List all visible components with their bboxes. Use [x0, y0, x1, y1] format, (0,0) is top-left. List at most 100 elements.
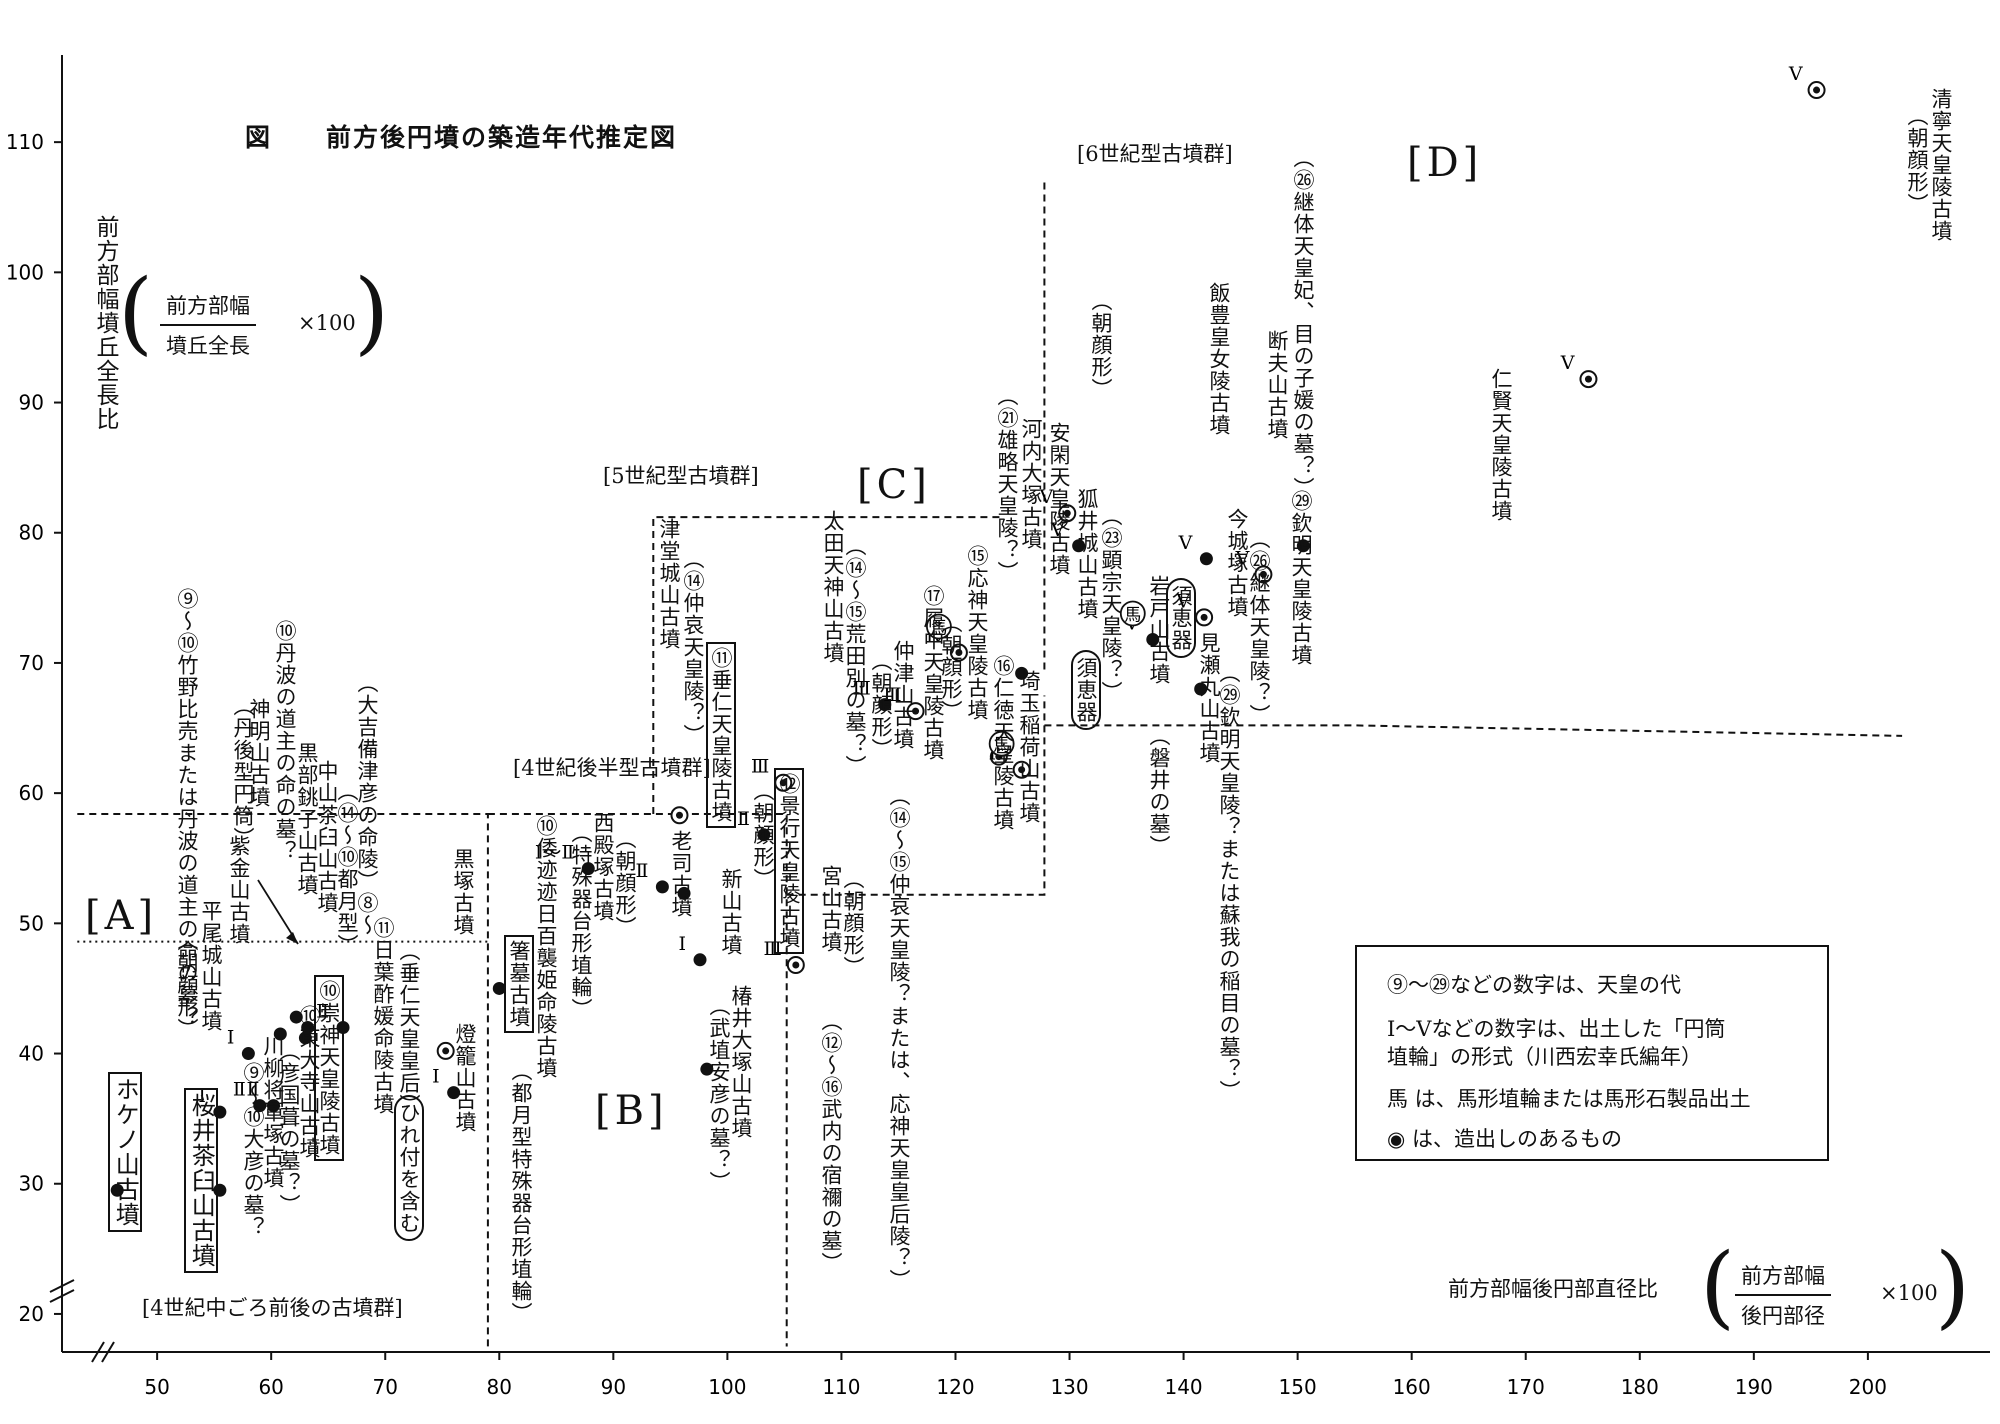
label-hashihaka: 箸墓古墳: [504, 935, 535, 1033]
y-tick-label: 110: [6, 130, 44, 154]
y-axis-formula: 前方部幅 墳丘全長: [160, 290, 256, 360]
label-hokenoyama: ホケノ山古墳: [108, 1072, 143, 1232]
point-dot: [301, 1021, 315, 1034]
region-label-b: [B]: [595, 1088, 668, 1134]
y-tick-label: 60: [19, 781, 44, 805]
y-tick-label: 50: [19, 911, 44, 935]
horse-symbol-text: 馬: [1124, 606, 1141, 626]
point-dot: [1199, 552, 1213, 566]
point-center: [675, 811, 683, 819]
point-center: [792, 961, 800, 969]
label-ninken-tenno: 仁賢天皇陵古墳: [1489, 368, 1514, 522]
haniwa-type-label: Ⅰ: [678, 933, 686, 955]
haniwa-type-label: Ⅴ: [1178, 532, 1193, 554]
label-tango-type: （丹後型円筒）: [231, 695, 256, 849]
horse-symbol: 馬: [1119, 600, 1146, 627]
point-center: [1259, 570, 1267, 578]
x-tick-label: 130: [1050, 1375, 1088, 1399]
label-chuai-tenno: （⑭仲哀天皇陵？）: [681, 548, 706, 746]
y-axis-break: [49, 1279, 75, 1303]
point-center: [912, 707, 920, 715]
legend-line-haniwa-2: 埴輪」の形式（川西宏幸氏編年）: [1387, 1045, 1702, 1069]
x-tick-label: 100: [708, 1375, 746, 1399]
x-tick-label: 140: [1164, 1375, 1202, 1399]
label-mise-maruyama: 見瀬丸山古墳: [1197, 632, 1222, 764]
label-kurozuka: 黒塚古墳: [451, 848, 476, 936]
label-iitoyo-himemiko: 飯豊皇女陵古墳: [1207, 282, 1232, 436]
haniwa-type-label: Ⅲ: [751, 756, 769, 778]
x-tick-label: 150: [1279, 1375, 1317, 1399]
haniwa-type-label: Ⅱ: [233, 1079, 246, 1101]
region-label-a: [A]: [85, 893, 158, 939]
label-seinei-asagao: （朝顔形）: [1905, 105, 1930, 215]
label-sueki-1-text: 須恵器: [1071, 650, 1102, 730]
point-dot: [289, 1010, 303, 1024]
haniwa-type-label: Ⅰ～Ⅱ: [535, 842, 574, 864]
label-sueki-2-text: 須恵器: [1166, 578, 1197, 658]
label-hiretsuki-text: ひれ付を含む: [394, 1095, 425, 1241]
label-suinin-tenno-text: ⑪垂仁天皇陵古墳: [706, 642, 737, 828]
haniwa-type-label: Ⅴ: [1175, 590, 1190, 612]
label-takehaniyasuhiko: （武埴安彦の墓？）: [707, 995, 732, 1193]
point-dot: [1296, 539, 1310, 553]
label-nishitonozuka-asagao: （朝顔形）: [613, 828, 638, 938]
haniwa-type-label: Ⅱ: [316, 1001, 329, 1023]
label-kibitsuhiko: （大吉備津彦の命陵）⑧～: [355, 672, 380, 936]
horse-symbol-ring: [988, 730, 1015, 757]
label-iwatoyama: 岩戸山古墳: [1147, 575, 1172, 685]
label-sakurai-chausuyama: 桜井茶臼山古墳: [184, 1088, 219, 1273]
point-dot: [581, 862, 595, 876]
x-formula-denominator: 後円部径: [1741, 1304, 1825, 1328]
label-keiko-tenno: ⑫景行天皇陵古墳: [774, 768, 805, 954]
legend-line-haniwa-1: Ⅰ～Ⅴなどの数字は、出土した「円筒: [1387, 1017, 1726, 1041]
label-ankan-asagao: （朝顔形）: [1089, 290, 1114, 400]
x-formula-numerator: 前方部幅: [1735, 1260, 1831, 1296]
label-keiko-asagao: （朝顔形）: [751, 780, 776, 890]
legend: ⑨～㉙などの数字は、天皇の代 Ⅰ～Ⅴなどの数字は、出土した「円筒 埴輪」の形式（…: [1355, 945, 1829, 1161]
label-hiraojoyama-asagao: （朝顔形）: [175, 930, 200, 1040]
legend-line-zoushutsu: ◉ は、造出しのあるもの: [1387, 1127, 1622, 1151]
haniwa-type-label: Ⅲ: [763, 938, 781, 960]
y-formula-multiplier: ×100: [298, 311, 356, 335]
x-formula-right-paren: ): [1935, 1234, 1971, 1339]
label-sueki-2: 須恵器: [1166, 578, 1197, 658]
label-torozan: 燈籠山古墳: [453, 1023, 478, 1133]
label-danpuyama: 断夫山古墳: [1265, 330, 1290, 440]
label-ohiko: ⑨～⑩大彦の墓？: [241, 1062, 266, 1238]
label-roji: 老司古墳: [669, 830, 694, 918]
point-dot: [336, 1021, 350, 1034]
haniwa-type-label: Ⅴ: [1039, 486, 1054, 508]
point-dot: [878, 698, 892, 712]
x-tick-label: 120: [936, 1375, 974, 1399]
x-tick-label: 170: [1507, 1375, 1545, 1399]
horse-symbol: 馬: [926, 613, 952, 640]
horse-symbol-text: 馬: [930, 619, 947, 639]
haniwa-type-label: Ⅱ: [247, 1079, 260, 1101]
x-axis-break: [91, 1341, 115, 1363]
label-suinin-kogo: （垂仁天皇皇后）: [397, 940, 422, 1116]
x-formula-left-paren: (: [1700, 1234, 1736, 1339]
point-dot: [693, 953, 707, 967]
group-label-6th: [6世紀型古墳群]: [1077, 142, 1233, 166]
y-formula-numerator: 前方部幅: [160, 290, 256, 326]
legend-line-emperor: ⑨～㉙などの数字は、天皇の代: [1387, 973, 1681, 997]
label-nishitonozuka: 西殿塚古墳: [591, 812, 616, 922]
label-nakatsuyama-sub: （⑭～⑮仲哀天皇陵？または、応神天皇皇后陵？）: [887, 785, 912, 1291]
label-menokohime: （㉖継体天皇妃、目の子媛の墓？）: [1291, 147, 1316, 499]
haniwa-type-label: Ⅰ: [432, 1066, 440, 1088]
x-formula-multiplier: ×100: [1880, 1281, 1938, 1305]
y-tick-label: 30: [19, 1172, 44, 1196]
point-dot: [492, 981, 506, 995]
label-ota-tenjinyama: 太田天神山古墳: [821, 510, 846, 664]
x-tick-label: 90: [601, 1375, 626, 1399]
haniwa-type-label: Ⅰ: [198, 1085, 206, 1107]
y-formula-right-paren: ): [354, 260, 390, 365]
label-niiyama: 新山古墳: [719, 868, 744, 956]
haniwa-type-label: Ⅰ: [227, 1027, 235, 1049]
label-tsukigata: （⑭～⑩都月型）: [335, 780, 360, 956]
label-nintoku-tenno: ⑯仁徳天皇陵古墳: [991, 655, 1016, 831]
shinmeiyama-arrow: [257, 879, 299, 945]
label-tanba-michinushi: ⑨～⑩竹野比売または丹波の道主の命の墓？: [175, 588, 200, 1028]
